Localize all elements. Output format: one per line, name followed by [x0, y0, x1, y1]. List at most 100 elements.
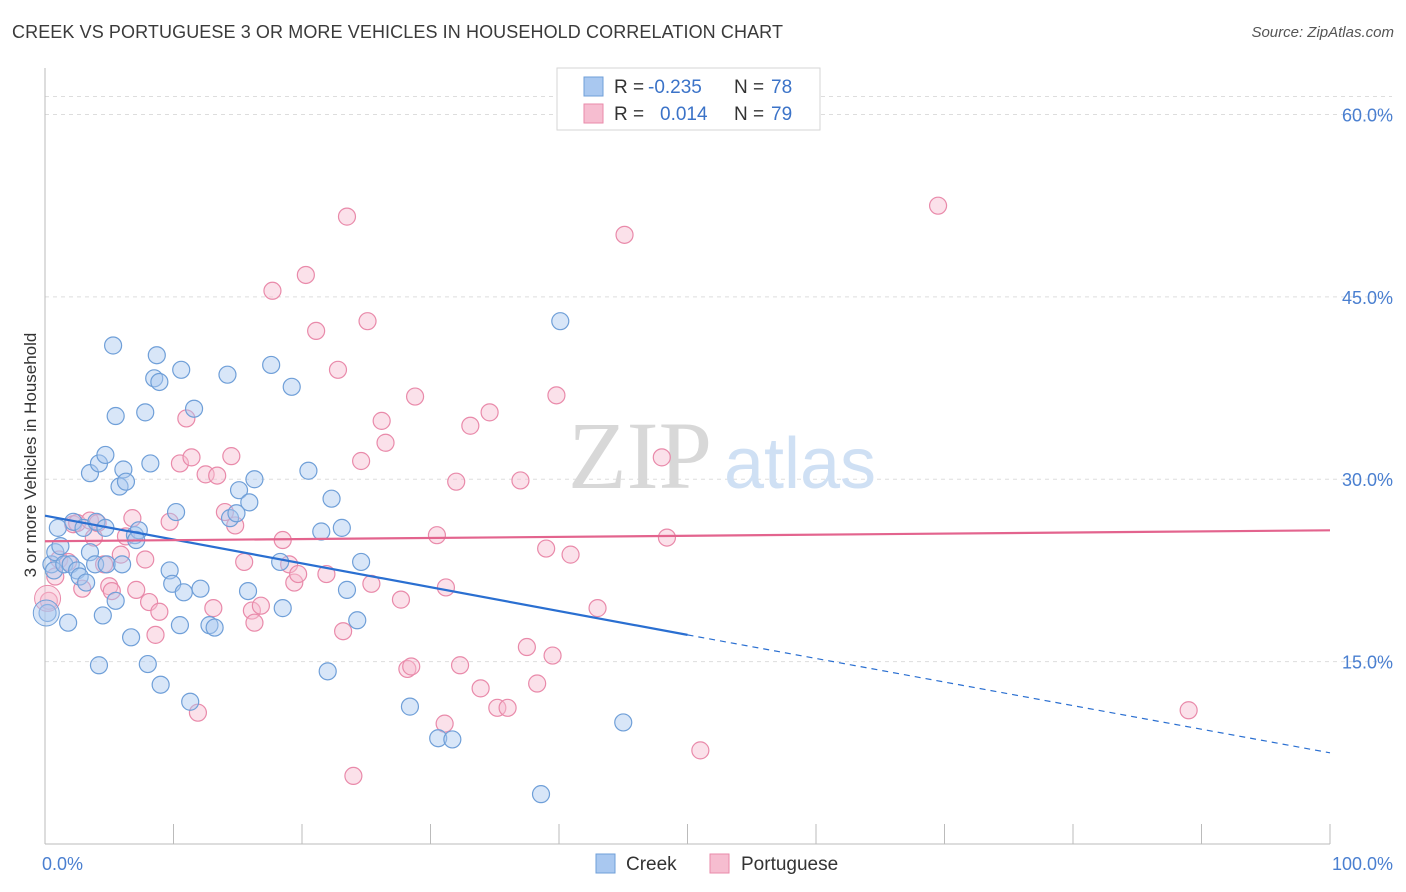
portuguese-point — [352, 451, 371, 471]
creek-point — [96, 445, 115, 465]
portuguese-point — [436, 578, 456, 597]
creek-point — [240, 493, 259, 512]
creek-point — [172, 360, 191, 379]
stats-legend: R = -0.235 N = 78 R = 0.014 N = 79 — [556, 67, 821, 131]
portuguese-point — [528, 674, 547, 693]
creek-point — [32, 599, 60, 627]
portuguese-point — [561, 545, 580, 564]
portuguese-point — [427, 526, 447, 545]
portuguese-point — [296, 265, 315, 285]
series-legend: Creek Portuguese — [595, 853, 838, 875]
creek-point — [282, 377, 301, 396]
creek-point — [121, 628, 141, 647]
creek-point — [93, 606, 112, 625]
creek-point — [97, 555, 116, 574]
creek-point — [184, 399, 204, 418]
portuguese-point — [317, 564, 336, 584]
legend-swatch-creek — [583, 76, 604, 97]
portuguese-point — [102, 581, 121, 601]
bottom-legend-portuguese: Portuguese — [741, 854, 838, 875]
creek-point — [238, 581, 258, 601]
creek-point — [166, 502, 186, 522]
creek-point — [77, 573, 96, 592]
legend-r-value-portuguese: 0.014 — [660, 104, 708, 125]
creek-point — [218, 365, 237, 384]
portuguese-point — [657, 528, 677, 547]
creek-point — [89, 656, 109, 675]
creek-point — [151, 675, 170, 694]
creek-point — [443, 730, 462, 749]
creek-trend-extension — [687, 634, 1331, 754]
portuguese-point — [652, 448, 671, 467]
legend-swatch-portuguese — [583, 103, 604, 124]
portuguese-point — [543, 646, 562, 665]
portuguese-point — [208, 466, 227, 485]
creek-point — [104, 336, 123, 355]
creek-point — [170, 616, 190, 635]
x-tick-label: 100.0% — [1332, 854, 1393, 874]
portuguese-point — [136, 550, 155, 569]
y-tick-label: 45.0% — [1342, 288, 1393, 308]
y-axis-label: 3 or more Vehicles in Household — [21, 333, 40, 578]
series-portuguese — [34, 196, 1198, 786]
creek-point — [531, 785, 551, 804]
portuguese-point — [289, 564, 308, 584]
portuguese-point — [447, 472, 466, 491]
portuguese-point — [450, 656, 470, 675]
portuguese-point — [111, 545, 130, 564]
portuguese-trend-line — [44, 529, 1331, 543]
legend-n-label-creek: N = — [734, 77, 764, 98]
creek-point — [59, 613, 78, 632]
x-tick-label: 0.0% — [42, 854, 83, 874]
trend-lines — [44, 514, 1331, 754]
creek-point — [348, 611, 367, 630]
portuguese-point — [488, 698, 507, 717]
creek-point — [38, 603, 57, 623]
creek-point — [273, 599, 292, 618]
legend-r-label-creek: R = — [614, 77, 644, 98]
portuguese-point — [196, 465, 215, 484]
chart-source: Source: ZipAtlas.com — [1251, 24, 1394, 41]
portuguese-point — [344, 766, 363, 786]
series-creek — [32, 312, 633, 804]
portuguese-point — [405, 387, 425, 406]
portuguese-point — [177, 409, 196, 428]
portuguese-point — [222, 447, 241, 466]
creek-point — [332, 518, 351, 537]
creek-point — [116, 472, 136, 491]
creek-point — [299, 461, 318, 480]
portuguese-point — [337, 207, 357, 226]
creek-point — [44, 561, 64, 580]
creek-point — [312, 522, 331, 541]
portuguese-point — [372, 411, 391, 430]
watermark: ZIP atlas — [568, 402, 876, 509]
bottom-legend-swatch-portuguese — [709, 853, 730, 874]
portuguese-point — [34, 584, 62, 612]
bottom-legend-creek: Creek — [626, 854, 677, 875]
legend-r-value-creek: -0.235 — [648, 77, 702, 98]
creek-point — [147, 346, 166, 365]
portuguese-point — [160, 512, 179, 531]
portuguese-point — [170, 454, 190, 473]
legend-n-value-portuguese: 79 — [771, 104, 792, 125]
watermark-zip: ZIP — [568, 402, 712, 509]
creek-point — [174, 583, 193, 602]
creek-point — [614, 713, 633, 732]
creek-point — [551, 312, 570, 331]
creek-point — [141, 454, 160, 473]
portuguese-point — [498, 698, 517, 717]
portuguese-point — [517, 637, 536, 657]
legend-n-value-creek: 78 — [771, 77, 792, 98]
axes — [44, 68, 1331, 845]
creek-point — [271, 552, 290, 572]
legend-r-label-portuguese: R = — [614, 104, 644, 125]
creek-point — [150, 372, 169, 392]
watermark-atlas: atlas — [724, 424, 876, 504]
creek-point — [160, 561, 179, 580]
portuguese-point — [588, 599, 607, 618]
portuguese-point — [150, 602, 169, 621]
creek-point — [48, 518, 67, 537]
portuguese-point — [146, 625, 165, 644]
y-tick-label: 60.0% — [1342, 105, 1393, 125]
